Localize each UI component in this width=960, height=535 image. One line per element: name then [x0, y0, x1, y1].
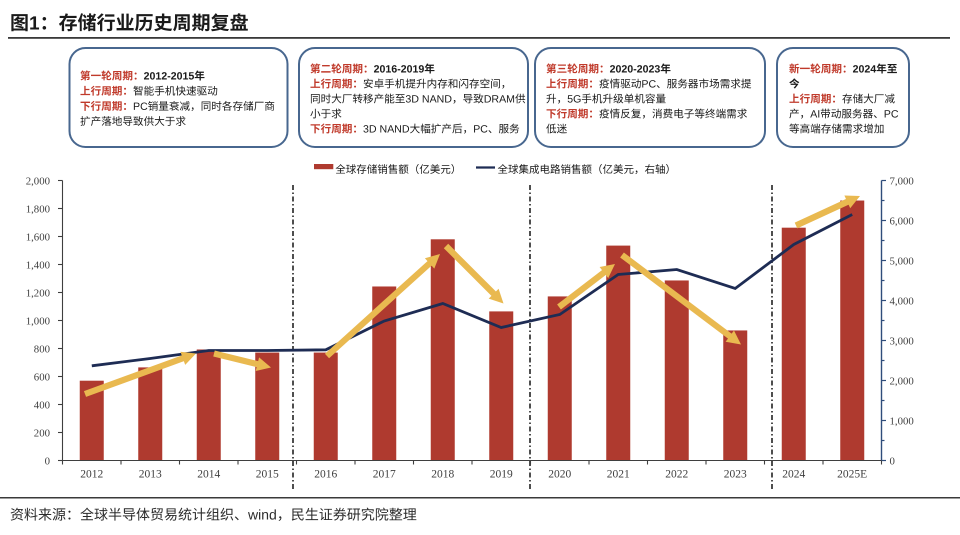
svg-text:800: 800 — [34, 343, 50, 355]
svg-text:2,000: 2,000 — [890, 375, 914, 387]
svg-text:600: 600 — [34, 371, 50, 383]
svg-text:2015: 2015 — [256, 469, 279, 481]
svg-text:1,600: 1,600 — [26, 231, 50, 243]
svg-text:2018: 2018 — [431, 469, 454, 481]
svg-text:2024: 2024 — [782, 469, 805, 481]
svg-text:1,000: 1,000 — [890, 415, 914, 427]
svg-text:2023: 2023 — [724, 469, 747, 481]
svg-text:2012: 2012 — [80, 469, 103, 481]
svg-text:2022: 2022 — [665, 469, 688, 481]
svg-text:0: 0 — [890, 455, 895, 467]
svg-text:1,400: 1,400 — [26, 259, 50, 271]
svg-text:2,000: 2,000 — [26, 175, 50, 187]
svg-text:2017: 2017 — [373, 469, 396, 481]
svg-text:2021: 2021 — [607, 469, 630, 481]
svg-text:6,000: 6,000 — [890, 215, 914, 227]
svg-text:5,000: 5,000 — [890, 255, 914, 267]
svg-text:2016: 2016 — [314, 469, 337, 481]
svg-text:1,000: 1,000 — [26, 315, 50, 327]
svg-text:0: 0 — [45, 455, 50, 467]
svg-text:200: 200 — [34, 427, 50, 439]
svg-text:2014: 2014 — [197, 469, 220, 481]
svg-text:2025E: 2025E — [837, 469, 867, 481]
svg-text:2019: 2019 — [490, 469, 513, 481]
svg-text:2020: 2020 — [548, 469, 571, 481]
svg-text:4,000: 4,000 — [890, 295, 914, 307]
svg-text:7,000: 7,000 — [890, 175, 914, 187]
svg-text:3,000: 3,000 — [890, 335, 914, 347]
svg-text:2013: 2013 — [139, 469, 162, 481]
svg-text:400: 400 — [34, 399, 50, 411]
svg-text:1,200: 1,200 — [26, 287, 50, 299]
svg-text:1,800: 1,800 — [26, 203, 50, 215]
